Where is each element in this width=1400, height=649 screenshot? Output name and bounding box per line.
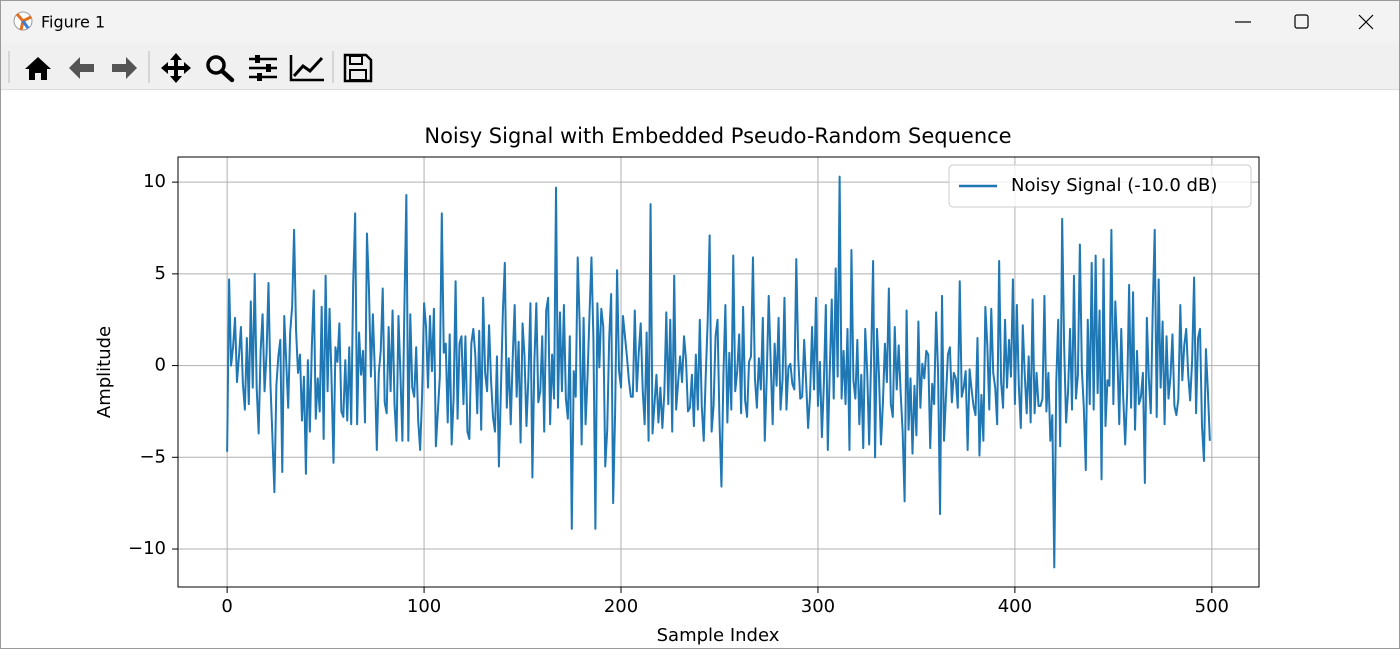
y-tick-label: 0 bbox=[155, 355, 166, 376]
configure-button[interactable] bbox=[249, 55, 277, 81]
back-button[interactable] bbox=[69, 57, 94, 79]
y-axis-label: Amplitude bbox=[94, 326, 115, 418]
x-tick-label: 100 bbox=[407, 596, 441, 617]
home-button[interactable] bbox=[25, 57, 51, 80]
forward-button[interactable] bbox=[112, 57, 137, 79]
save-button[interactable] bbox=[343, 53, 373, 83]
edit-axes-button[interactable] bbox=[289, 55, 324, 82]
x-tick-label: 500 bbox=[1195, 596, 1229, 617]
plot-frame bbox=[177, 156, 1260, 588]
y-tick-label: −10 bbox=[128, 538, 166, 559]
y-tick-label: −5 bbox=[139, 446, 166, 467]
data-line bbox=[226, 175, 1211, 569]
toolbar bbox=[1, 43, 1399, 90]
legend-box bbox=[948, 164, 1252, 208]
title-bar: Figure 1 bbox=[1, 1, 1399, 43]
y-tick-label: 10 bbox=[143, 171, 166, 192]
title-bar-graphics: Figure 1 bbox=[13, 1, 1399, 43]
pan-button[interactable] bbox=[161, 53, 191, 83]
app-icon bbox=[13, 11, 33, 31]
x-tick-label: 200 bbox=[604, 596, 638, 617]
toolbar-icons bbox=[8, 51, 373, 83]
legend-label: Noisy Signal (-10.0 dB) bbox=[1011, 175, 1217, 196]
chart: Noisy Signal with Embedded Pseudo-Random… bbox=[94, 124, 1260, 646]
chart-title: Noisy Signal with Embedded Pseudo-Random… bbox=[424, 124, 1011, 148]
window-title: Figure 1 bbox=[41, 13, 105, 32]
x-axis-label: Sample Index bbox=[657, 625, 780, 646]
legend: Noisy Signal (-10.0 dB) bbox=[948, 164, 1252, 208]
minimize-button[interactable] bbox=[1213, 1, 1273, 43]
x-tick-label: 400 bbox=[998, 596, 1032, 617]
x-tick-label: 300 bbox=[801, 596, 835, 617]
maximize-button[interactable] bbox=[1273, 1, 1333, 43]
zoom-button[interactable] bbox=[206, 55, 235, 83]
close-button[interactable] bbox=[1335, 1, 1399, 43]
y-tick-label: 5 bbox=[155, 263, 166, 284]
x-tick-label: 0 bbox=[221, 596, 232, 617]
